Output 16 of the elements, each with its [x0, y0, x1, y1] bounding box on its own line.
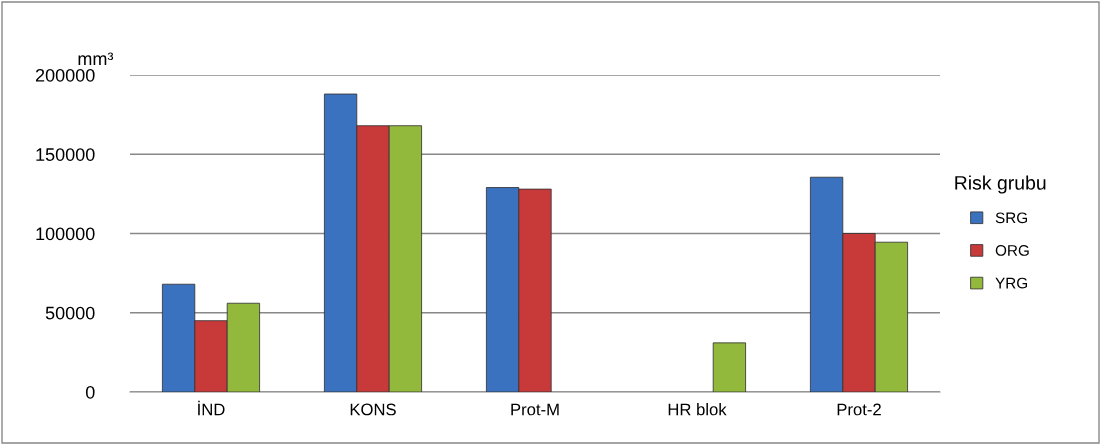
bar [712, 342, 747, 392]
x-tick-label: İND [198, 400, 225, 416]
legend-label: SRG [995, 212, 1028, 224]
legend-label: ORG [995, 245, 1029, 256]
y-axis-title: mm³ [78, 52, 114, 65]
x-tick-label: KONS [350, 403, 396, 416]
y-tick-label: 0 [85, 385, 95, 399]
y-tick-label: 200000 [35, 68, 95, 82]
y-tick-label: 150000 [36, 148, 95, 161]
x-tick-label: Prot-M [511, 403, 559, 416]
x-tick-label: Prot-2 [837, 403, 881, 416]
y-tick-label: 50000 [45, 306, 95, 320]
x-tick-label: HR blok [668, 403, 727, 416]
legend-label: YRG [995, 277, 1028, 289]
legend-title: Risk grubu [955, 175, 1046, 194]
y-tick-label: 100000 [36, 227, 95, 241]
